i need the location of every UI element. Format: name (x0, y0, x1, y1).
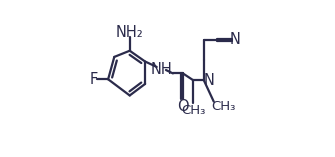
Text: N: N (204, 73, 215, 88)
Text: NH₂: NH₂ (116, 25, 144, 40)
Text: O: O (177, 99, 189, 114)
Text: F: F (90, 72, 98, 87)
Text: NH: NH (151, 62, 173, 77)
Text: CH₃: CH₃ (211, 100, 236, 113)
Text: CH₃: CH₃ (181, 104, 205, 117)
Text: N: N (230, 32, 241, 47)
